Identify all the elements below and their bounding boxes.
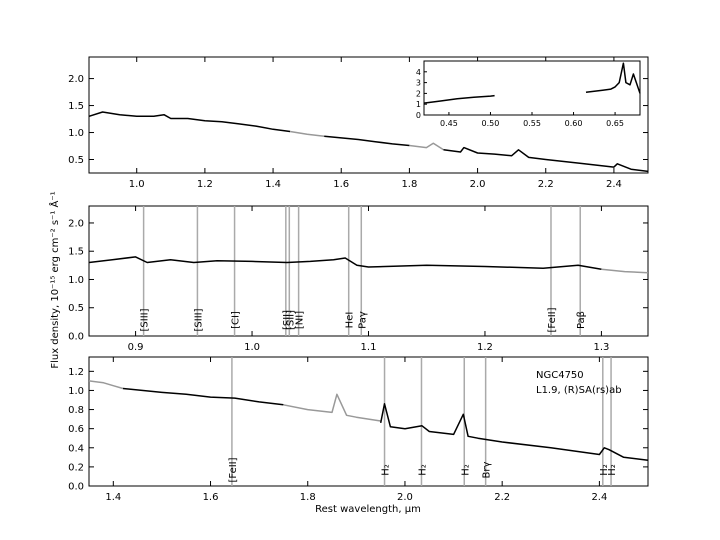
spectrum-segment bbox=[443, 146, 649, 173]
emission-line-label: Brγ bbox=[482, 461, 493, 478]
emission-line-label: HeI bbox=[345, 312, 356, 329]
y-tick-label: 2.0 bbox=[68, 74, 84, 85]
inset-x-tick-label: 0.55 bbox=[523, 119, 541, 128]
y-tick-label: 0.5 bbox=[68, 155, 84, 166]
x-tick-label: 2.4 bbox=[606, 179, 622, 190]
inset-x-tick-label: 0.45 bbox=[440, 119, 458, 128]
inset-y-tick-label: 4 bbox=[416, 68, 421, 77]
inset-y-tick-label: 3 bbox=[416, 79, 421, 88]
x-tick-label: 1.3 bbox=[593, 342, 609, 353]
y-tick-label: 1.5 bbox=[68, 101, 84, 112]
x-tick-label: 2.2 bbox=[538, 179, 554, 190]
x-tick-label: 2.2 bbox=[494, 492, 510, 503]
y-tick-label: 0.5 bbox=[68, 303, 84, 314]
x-tick-label: 1.2 bbox=[477, 342, 493, 353]
spectrum-segment bbox=[122, 387, 284, 406]
spectrum-masked-segment bbox=[601, 268, 649, 274]
emission-line-label: [SII] bbox=[285, 310, 296, 330]
inset-spectrum-segment bbox=[423, 94, 495, 104]
x-tick-label: 1.2 bbox=[197, 179, 213, 190]
spectrum-segment bbox=[88, 111, 291, 133]
x-tick-label: 1.8 bbox=[300, 492, 316, 503]
x-tick-label: 1.6 bbox=[333, 179, 349, 190]
panel-bottom: 1.4 1.6 1.8 2.0 2.2 2.4 0.0 0.2 0.4 0.6 0.8 1.0 1.2 [… bbox=[68, 356, 649, 503]
spectrum-masked-segment bbox=[283, 393, 381, 422]
spectrum-masked-segment bbox=[88, 380, 124, 390]
emission-line-label: H₂ bbox=[599, 464, 610, 476]
emission-line-label: [FeII] bbox=[547, 307, 558, 332]
y-tick-label: 0.6 bbox=[68, 424, 84, 435]
y-tick-label: 1.0 bbox=[68, 128, 84, 139]
y-tick-label: 0.0 bbox=[68, 482, 84, 493]
emission-line-label: [FeII] bbox=[228, 457, 239, 482]
inset-x-tick-label: 0.60 bbox=[565, 119, 583, 128]
emission-line-label: H₂ bbox=[607, 464, 618, 476]
emission-line-label: H₂ bbox=[381, 464, 392, 476]
inset-x-tick-label: 0.65 bbox=[606, 119, 624, 128]
x-tick-label: 1.0 bbox=[129, 179, 145, 190]
y-tick-label: 0.2 bbox=[68, 462, 84, 473]
panel-middle: 0.9 1.0 1.1 1.2 1.3 0.0 0.5 1.0 1.5 2.0 [SIII] [SII… bbox=[68, 205, 649, 353]
emission-line-label: H₂ bbox=[417, 464, 428, 476]
x-tick-label: 1.0 bbox=[244, 342, 260, 353]
y-tick-label: 1.0 bbox=[68, 275, 84, 286]
inset-spectrum-segment bbox=[585, 62, 641, 94]
x-tick-label: 1.1 bbox=[361, 342, 377, 353]
spectrum-segment bbox=[324, 135, 410, 147]
x-tick-label: 1.6 bbox=[203, 492, 219, 503]
spectrum-masked-segment bbox=[409, 142, 444, 151]
spectrum-masked-segment bbox=[289, 130, 325, 138]
y-tick-label: 1.5 bbox=[68, 247, 84, 258]
y-tick-label: 0.0 bbox=[68, 332, 84, 343]
emission-line-label: [SIII] bbox=[193, 308, 204, 331]
emission-line-label: [SII] bbox=[282, 310, 293, 330]
emission-line-label: Paβ bbox=[576, 311, 587, 329]
x-tick-label: 2.0 bbox=[470, 179, 486, 190]
object-class: L1.9, (R)SA(rs)ab bbox=[536, 385, 622, 396]
panel-frame bbox=[88, 205, 649, 337]
inset-frame bbox=[423, 60, 641, 116]
x-axis-label: Rest wavelength, μm bbox=[315, 504, 421, 515]
object-name: NGC4750 bbox=[536, 370, 584, 381]
inset-y-tick-label: 1 bbox=[416, 100, 421, 109]
panel-frame bbox=[88, 56, 649, 174]
y-tick-label: 1.2 bbox=[68, 367, 84, 378]
y-tick-label: 1.0 bbox=[68, 386, 84, 397]
y-tick-label: 0.4 bbox=[68, 443, 84, 454]
emission-line-label: [NI] bbox=[295, 311, 306, 329]
spectrum-segment bbox=[88, 256, 602, 271]
emission-line-label: H₂ bbox=[460, 464, 471, 476]
emission-line-label: [CI] bbox=[231, 311, 242, 329]
x-tick-label: 2.0 bbox=[397, 492, 413, 503]
y-tick-label: 0.8 bbox=[68, 405, 84, 416]
emission-line-label: [SIII] bbox=[140, 308, 151, 331]
y-axis-label: Flux density, 10⁻¹⁵ erg cm⁻² s⁻¹ Å⁻¹ bbox=[48, 191, 61, 368]
x-tick-label: 1.8 bbox=[401, 179, 417, 190]
inset-optical-spectrum: 0.45 0.50 0.55 0.60 0.65 0 1 23 4 bbox=[416, 60, 641, 128]
x-tick-label: 2.4 bbox=[591, 492, 607, 503]
spectrum-segment bbox=[379, 403, 649, 461]
inset-y-tick-label: 2 bbox=[416, 89, 421, 98]
panel-frame bbox=[88, 356, 649, 487]
x-tick-label: 1.4 bbox=[105, 492, 121, 503]
inset-x-tick-label: 0.50 bbox=[482, 119, 500, 128]
inset-y-tick-label: 0 bbox=[416, 111, 421, 120]
y-tick-label: 2.0 bbox=[68, 218, 84, 229]
emission-line-label: Paγ bbox=[357, 311, 368, 329]
x-tick-label: 1.4 bbox=[265, 179, 281, 190]
x-tick-label: 0.9 bbox=[128, 342, 144, 353]
panel-top: 1.0 1.2 1.4 1.6 1.8 2.0 2.2 2.4 0.5 1.0 1.5 2.0 bbox=[68, 56, 649, 190]
